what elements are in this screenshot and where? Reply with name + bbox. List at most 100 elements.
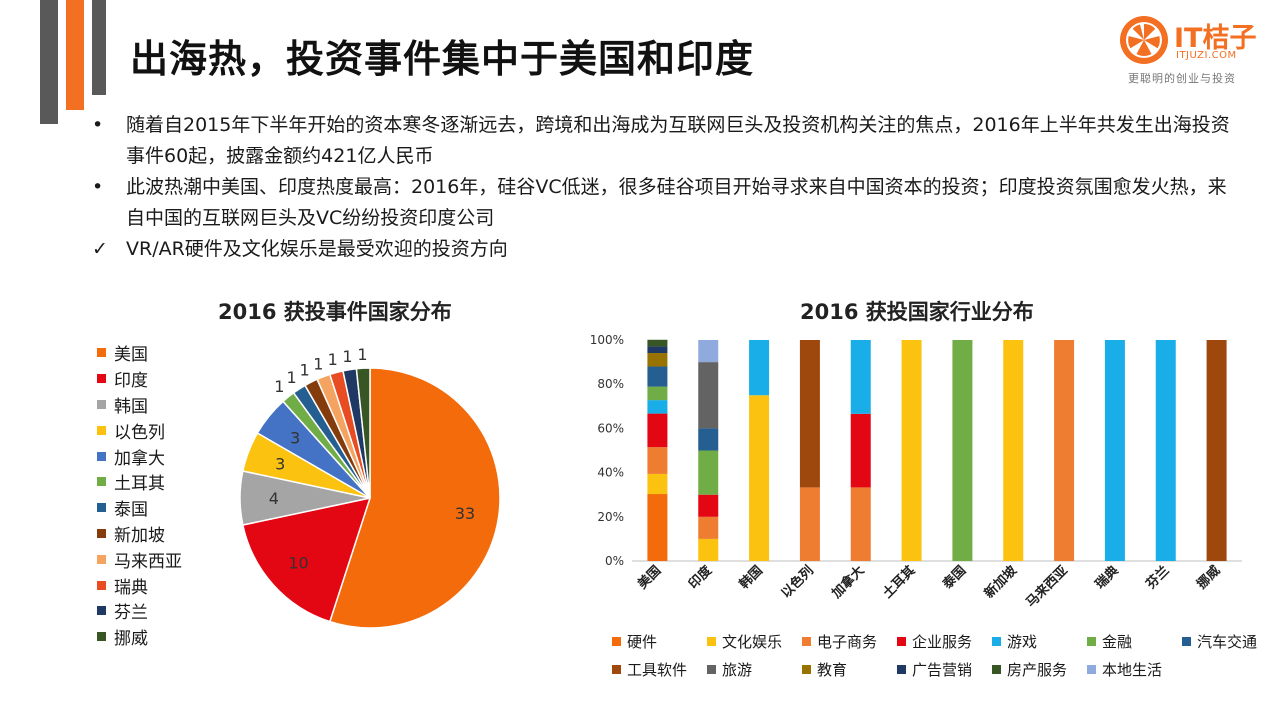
legend-swatch [97,528,106,538]
x-tick-label: 加拿大 [828,563,868,603]
bar-segment-芬兰-游戏 [1155,340,1176,561]
bar-segment-加拿大-电子商务 [850,487,871,561]
legend-label: 汽车交通 [1197,632,1258,651]
bar-segment-印度-企业服务 [698,494,719,517]
bullet-marker: • [92,114,104,136]
legend-swatch [97,554,106,564]
legend-swatch [97,425,106,435]
bullet-list: • 随着自2015年下半年开始的资本寒冬逐渐远去，跨境和出海成为互联网巨头及投资… [92,110,1232,265]
x-tick-label: 美国 [635,563,665,593]
x-tick-label: 芬兰 [1142,563,1172,593]
legend-swatch [1087,664,1096,674]
legend-swatch [612,636,621,646]
deco-bar-orange [66,0,84,110]
bullet-marker: • [92,176,104,198]
bar-segment-加拿大-游戏 [850,340,871,414]
bar-segment-泰国-金融 [952,340,973,561]
bar-segment-印度-文化娱乐 [698,538,719,561]
y-tick-label: 100% [590,333,624,347]
bar-segment-美国-广告营销 [647,346,668,354]
legend-swatch [97,399,106,409]
bullet-item: • 随着自2015年下半年开始的资本寒冬逐渐远去，跨境和出海成为互联网巨头及投资… [92,110,1232,172]
pie-data-label: 1 [286,368,296,387]
legend-label: 泰国 [114,500,148,521]
orange-slice-icon [1120,16,1168,64]
legend-label: 挪威 [114,629,148,650]
legend-label: 芬兰 [114,603,148,624]
bar-segment-美国-汽车交通 [647,366,668,387]
pie-legend-item: 马来西亚 [97,546,182,572]
pie-data-label: 1 [274,377,284,396]
legend-swatch [97,606,106,616]
pie-legend-item: 美国 [97,340,182,366]
legend-swatch [1087,636,1096,646]
bar-legend-row: 硬件 文化娱乐 电子商务 企业服务 游戏 金融 汽车交通 [612,627,1277,655]
logo-slogan: 更聪明的创业与投资 [1128,72,1236,85]
pie-data-label: 33 [455,504,475,523]
bar-segment-马来西亚-电子商务 [1054,340,1075,561]
y-tick-label: 0% [605,554,624,568]
bar-segment-印度-本地生活 [698,340,719,363]
y-tick-label: 40% [597,466,624,480]
pie-legend-item: 瑞典 [97,572,182,598]
legend-label: 工具软件 [627,660,688,679]
pie-legend-item: 挪威 [97,624,182,650]
legend-label: 加拿大 [114,448,165,469]
pie-legend-item: 泰国 [97,495,182,521]
pie-data-label: 1 [342,347,352,366]
legend-label: 电子商务 [817,632,878,651]
bar-segment-加拿大-企业服务 [850,413,871,488]
bar-segment-印度-电子商务 [698,516,719,539]
pie-slice-挪威 [355,367,371,499]
legend-label: 企业服务 [912,632,973,651]
legend-swatch [97,503,106,513]
legend-swatch [897,636,906,646]
bar-legend-item: 企业服务 [897,631,992,652]
bar-segment-挪威-工具软件 [1206,340,1227,561]
pie-data-label: 1 [357,345,367,364]
bar-legend-item: 电子商务 [802,631,897,652]
bar-segment-韩国-游戏 [749,340,770,396]
legend-label: 韩国 [114,396,148,417]
bar-segment-美国-游戏 [647,400,668,414]
bar-legend-item: 汽车交通 [1182,631,1277,652]
stacked-bar-chart: 0% 20% 40% 60% 80% 100% 美国 印度 韩国 以色列 加拿大 土耳其 泰国 新加坡 马来… [590,333,1242,611]
pie-legend: 美国 印度 韩国 以色列 加拿大 土耳其 泰国 新加坡 马来西亚 瑞典 芬兰 挪威 [97,340,182,650]
bar-segment-美国-文化娱乐 [647,473,668,495]
pie-data-label: 1 [328,350,338,369]
pie-data-label: 3 [275,455,285,474]
pie-legend-item: 以色列 [97,417,182,443]
x-tick-label: 瑞典 [1092,563,1122,593]
bar-legend-row: 工具软件 旅游 教育 广告营销 房产服务 本地生活 [612,655,1277,683]
bar-segment-新加坡-文化娱乐 [1003,340,1024,561]
bar-segment-土耳其-文化娱乐 [901,340,922,561]
pie-data-label: 1 [313,355,323,374]
bar-segment-印度-金融 [698,450,719,495]
x-tick-label: 挪威 [1194,563,1224,593]
legend-label: 游戏 [1007,632,1038,651]
legend-swatch [97,580,106,590]
pie-data-label: 10 [288,553,308,572]
legend-swatch [707,664,716,674]
x-tick-label: 新加坡 [981,562,1021,602]
bar-legend-item: 游戏 [992,631,1087,652]
bar-segment-印度-旅游 [698,362,719,429]
x-tick-label: 以色列 [778,563,817,602]
bar-chart-title: 2016 获投国家行业分布 [800,300,1034,324]
bar-legend-item: 金融 [1087,631,1182,652]
bar-legend-item: 文化娱乐 [707,631,802,652]
deco-bar-gray-left [40,0,58,124]
y-tick-label: 80% [597,377,624,391]
legend-label: 旅游 [722,660,753,679]
bar-segment-美国-电子商务 [647,447,668,474]
x-tick-label: 泰国 [939,563,969,593]
bar-legend-item: 本地生活 [1087,659,1182,680]
pie-legend-item: 韩国 [97,392,182,418]
legend-label: 新加坡 [114,525,165,546]
legend-label: 房产服务 [1007,660,1068,679]
bullet-text: 随着自2015年下半年开始的资本寒冬逐渐远去，跨境和出海成为互联网巨头及投资机构… [126,114,1230,167]
legend-swatch [802,664,811,674]
legend-swatch [97,451,106,461]
legend-label: 土耳其 [114,474,165,495]
pie-chart-title: 2016 获投事件国家分布 [218,300,452,324]
